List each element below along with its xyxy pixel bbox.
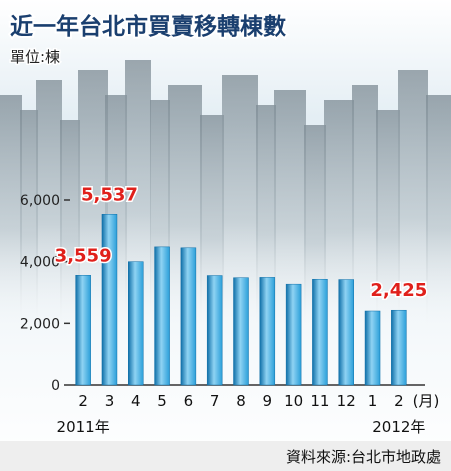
bar-5 — [206, 275, 223, 386]
y-tick-label: 4,000 — [20, 255, 60, 271]
x-tick-label: 12 — [337, 392, 356, 410]
data-label: 2,425 — [370, 280, 427, 301]
x-tick-label: 5 — [157, 392, 167, 410]
x-tick-label: 7 — [210, 392, 220, 410]
bar-3 — [154, 246, 170, 386]
chart-title: 近一年台北市買賣移轉棟數 — [10, 13, 286, 40]
y-tick-label: 2,000 — [20, 316, 60, 332]
bar-4 — [180, 247, 197, 386]
data-label: 3,559 — [55, 245, 112, 266]
x-tick-label: 4 — [131, 392, 141, 410]
x-unit-label: (月) — [413, 392, 440, 410]
bar-1 — [101, 214, 118, 386]
data-label: 5,537 — [81, 184, 138, 205]
bar-0 — [75, 275, 91, 386]
x-tick-label: 6 — [184, 392, 194, 410]
bar-11 — [364, 310, 381, 386]
y-tick-label: 0 — [51, 378, 60, 394]
x-tick-label: 3 — [105, 392, 115, 410]
x-tick-label: 2 — [394, 392, 404, 410]
labels: 2 3 4 5 6 7 8 9 10 11 12 1 2 (月)2011年 2012年3,5595,5372… — [53, 183, 440, 436]
axes: 0 2,000 4,000 6,000 — [20, 193, 425, 394]
year-label: 2012年 — [372, 418, 425, 436]
x-tick-label: 11 — [310, 392, 329, 410]
x-tick-label: 9 — [263, 392, 273, 410]
source-band — [0, 441, 451, 471]
x-tick-label: 8 — [236, 392, 246, 410]
x-tick-label: 2 — [78, 392, 88, 410]
source-note: 資料來源:台北市地政處 — [286, 448, 441, 466]
y-tick-label: 6,000 — [20, 193, 60, 209]
unit-label: 單位:棟 — [10, 48, 60, 66]
bar-2 — [128, 261, 144, 386]
year-label: 2011年 — [57, 418, 110, 436]
bars — [75, 214, 407, 386]
bar-6 — [233, 277, 249, 386]
bar-12 — [391, 309, 407, 386]
x-tick-label: 1 — [368, 392, 378, 410]
x-tick-label: 10 — [284, 392, 303, 410]
bar-10 — [338, 279, 354, 386]
bar-8 — [285, 283, 302, 386]
bar-7 — [259, 277, 276, 386]
bar-9 — [312, 278, 328, 386]
